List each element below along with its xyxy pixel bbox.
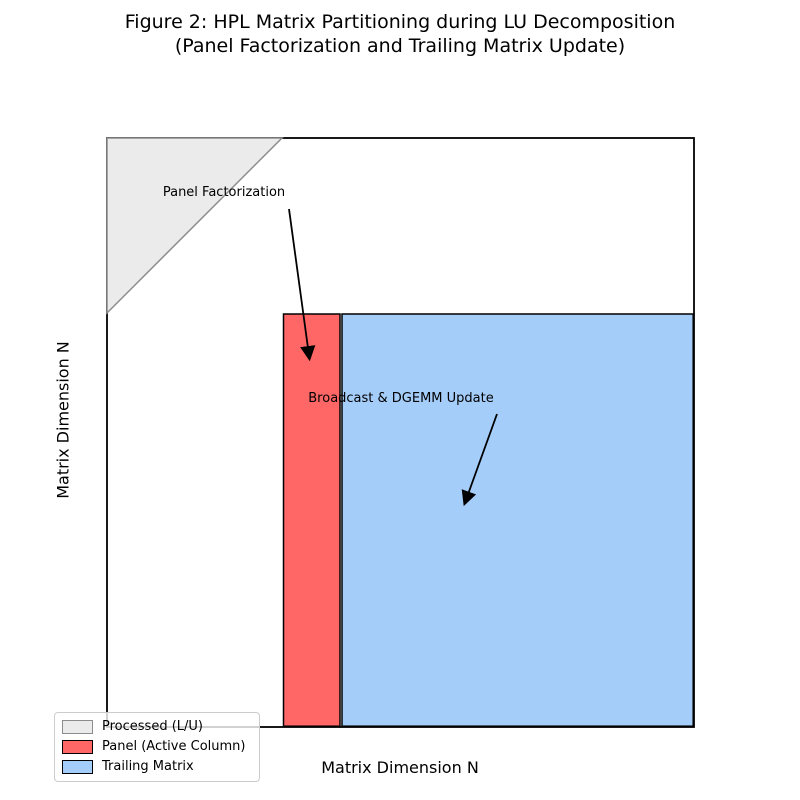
legend: Processed (L/U) Panel (Active Column) Tr… — [54, 712, 260, 782]
legend-label-panel: Panel (Active Column) — [102, 739, 246, 754]
legend-label-trailing: Trailing Matrix — [102, 759, 194, 774]
figure-title-line1: Figure 2: HPL Matrix Partitioning during… — [124, 11, 676, 33]
legend-item-processed: Processed (L/U) — [62, 719, 250, 735]
legend-swatch-trailing — [62, 760, 93, 774]
figure-title: Figure 2: HPL Matrix Partitioning during… — [0, 10, 800, 58]
legend-item-trailing: Trailing Matrix — [62, 759, 250, 775]
figure-title-line2: (Panel Factorization and Trailing Matrix… — [174, 35, 626, 57]
panel-factorization-arrow-icon — [288, 208, 316, 362]
processed-region — [106, 137, 284, 315]
panel-region — [282, 313, 341, 727]
legend-label-processed: Processed (L/U) — [102, 719, 203, 734]
trailing-region — [341, 313, 694, 727]
legend-swatch-panel — [62, 740, 93, 754]
annotation-panel-factorization: Panel Factorization — [162, 185, 286, 200]
annotation-broadcast-dgemm-update: Broadcast & DGEMM Update — [308, 391, 494, 406]
plot-border — [106, 137, 695, 728]
x-axis-label: Matrix Dimension N — [321, 758, 479, 777]
legend-swatch-processed — [62, 720, 93, 734]
broadcast-dgemm-arrow-icon — [461, 413, 498, 507]
legend-item-panel: Panel (Active Column) — [62, 739, 250, 755]
y-axis-label: Matrix Dimension N — [53, 341, 73, 499]
